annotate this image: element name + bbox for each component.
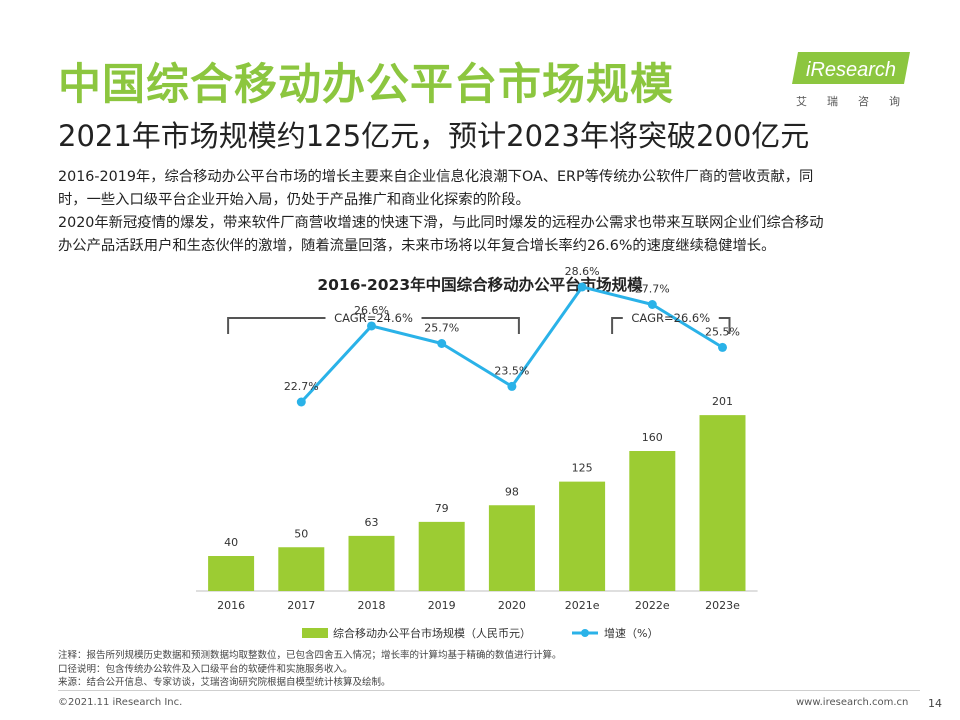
x-tick-2020: 2020 xyxy=(498,599,526,612)
x-tick-2017: 2017 xyxy=(287,599,315,612)
bar-2018 xyxy=(348,535,395,591)
growth-label-2018: 26.6% xyxy=(354,304,389,317)
bar-2019 xyxy=(418,521,465,591)
growth-point-2023e xyxy=(718,342,727,352)
cagr-bracket-right-2 xyxy=(718,317,731,334)
growth-point-2017 xyxy=(296,397,306,407)
footer-divider xyxy=(58,690,920,691)
legend-line-label: 增速（%） xyxy=(604,626,658,640)
page-title: 中国综合移动办公平台市场规模 xyxy=(58,60,674,110)
growth-label-2017: 22.7% xyxy=(284,380,319,393)
bar-2016 xyxy=(208,556,255,591)
cagr-bracket-right-1 xyxy=(421,317,520,334)
svg-text:iResearch: iResearch xyxy=(806,59,896,81)
bar-label-2021e: 125 xyxy=(572,462,593,475)
legend-line-marker xyxy=(581,629,589,637)
bar-label-2018: 63 xyxy=(365,516,379,529)
growth-point-2020 xyxy=(507,381,517,391)
note-line-2: 口径说明：包含传统办公软件及入口级平台的软硬件和实施服务收入。 xyxy=(58,663,353,675)
cagr-label-1: CAGR=24.6% xyxy=(334,311,413,325)
note-line-1: 注释：报告所列规模历史数据和预测数据均取整数位，已包含四舍五入情况；增长率的计算… xyxy=(58,650,562,661)
x-tick-2019: 2019 xyxy=(428,599,456,612)
iresearch-logo-icon: iResearch xyxy=(792,52,910,84)
note-line-3: 来源：结合公开信息、专家访谈，艾瑞咨询研究院根据自模型统计核算及绘制。 xyxy=(58,677,391,688)
cagr-bracket-left-1 xyxy=(227,317,326,334)
growth-label-2020: 23.5% xyxy=(494,364,529,377)
page-subtitle: 2021年市场规模约125亿元，预计2023年将突破200亿元 xyxy=(58,119,810,153)
bar-2021e xyxy=(559,481,606,591)
cagr-label-2: CAGR=26.6% xyxy=(631,311,710,325)
bar-label-2017: 50 xyxy=(294,527,308,540)
growth-label-2019: 25.7% xyxy=(424,322,459,335)
growth-label-2022e: 27.7% xyxy=(635,283,670,296)
description-line-4: 办公产品活跃用户和生态伙伴的激增，随着流量回落，未来市场将以年复合增长率约26.… xyxy=(58,238,776,254)
bar-label-2019: 79 xyxy=(435,502,449,515)
legend-bar-swatch xyxy=(302,628,328,638)
iresearch-logo: iResearch xyxy=(792,52,922,112)
growth-label-2021e: 28.6% xyxy=(565,265,600,278)
bar-2017 xyxy=(278,547,325,591)
bar-label-2020: 98 xyxy=(505,485,519,498)
chart-notes: 注释：报告所列规模历史数据和预测数据均取整数位，已包含四舍五入情况；增长率的计算… xyxy=(58,649,562,690)
x-tick-2018: 2018 xyxy=(358,599,386,612)
growth-point-2022e xyxy=(647,300,657,309)
footer-website[interactable]: www.iresearch.com.cn xyxy=(796,697,909,708)
growth-point-2021e xyxy=(577,282,587,292)
bar-label-2023e: 201 xyxy=(712,395,733,408)
x-tick-2016: 2016 xyxy=(217,599,245,612)
cagr-bracket-left-2 xyxy=(611,317,623,334)
bar-label-2016: 40 xyxy=(224,536,238,549)
growth-point-2018 xyxy=(367,321,376,331)
legend-bar-label: 综合移动办公平台市场规模（人民币元） xyxy=(333,626,531,640)
growth-point-2019 xyxy=(437,339,447,348)
description-line-2: 时，一些入口级平台企业开始入局，仍处于产品推广和商业化探索的阶段。 xyxy=(58,192,530,208)
chart-title: 2016-2023年中国综合移动办公平台市场规模 xyxy=(317,276,643,294)
x-tick-2023e: 2023e xyxy=(705,599,740,612)
x-tick-2022e: 2022e xyxy=(635,599,670,612)
x-tick-2021e: 2021e xyxy=(565,599,600,612)
bar-label-2022e: 160 xyxy=(642,431,663,444)
description-line-1: 2016-2019年，综合移动办公平台市场的增长主要来自企业信息化浪潮下OA、E… xyxy=(58,169,814,185)
growth-label-2023e: 25.5% xyxy=(705,325,740,338)
iresearch-logo-cn: 艾瑞咨询 xyxy=(796,95,920,108)
bar-2020 xyxy=(488,505,535,591)
page-number: 14 xyxy=(928,697,942,710)
description-line-3: 2020年新冠疫情的爆发，带来软件厂商营收增速的快速下滑，与此同时爆发的远程办公… xyxy=(58,215,824,231)
bar-2022e xyxy=(629,451,676,591)
footer-copyright: ©2021.11 iResearch Inc. xyxy=(58,697,183,708)
bar-2023e xyxy=(699,415,746,591)
